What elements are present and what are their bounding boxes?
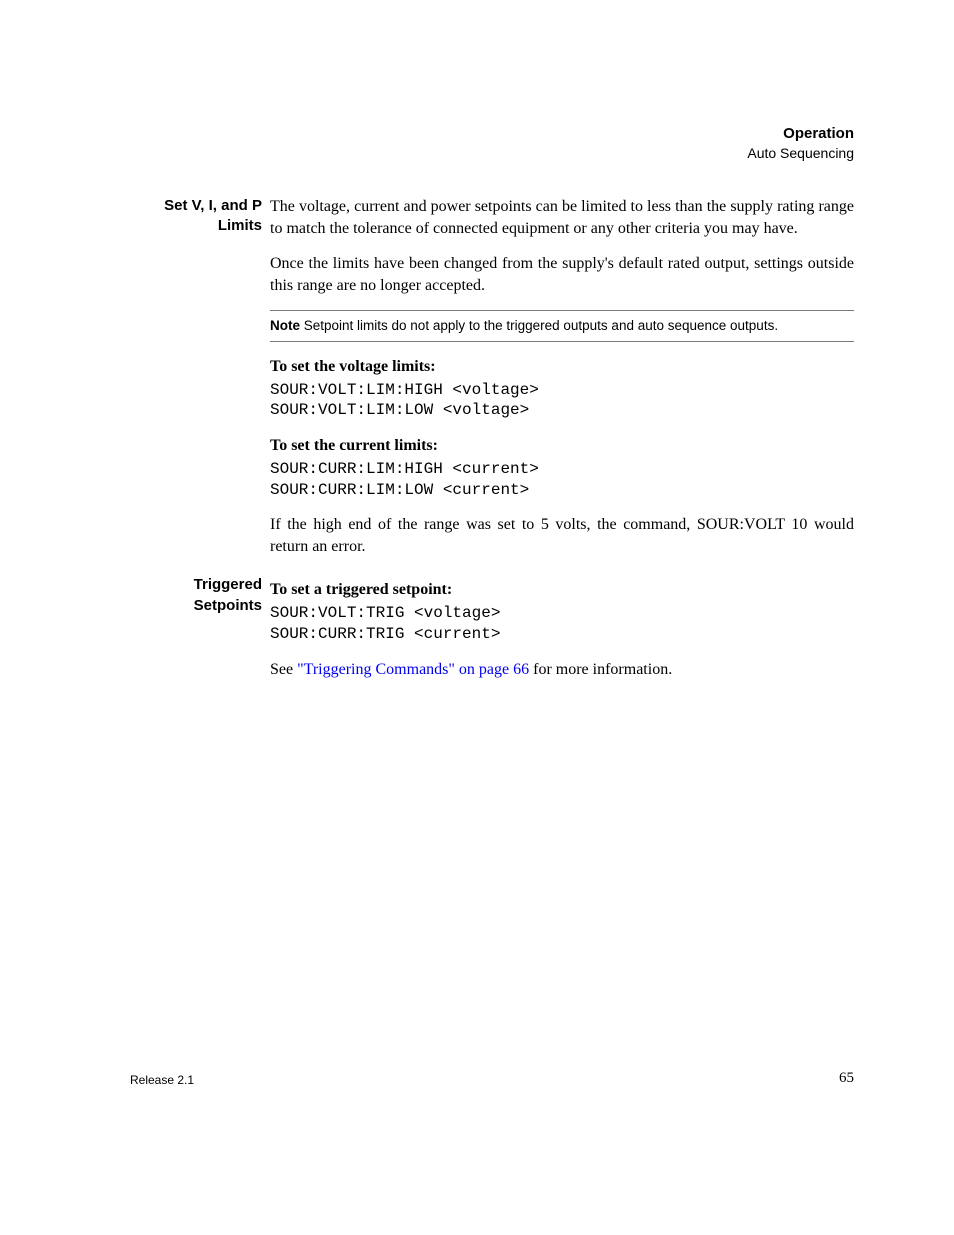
label-text: Set V, I, and P <box>164 197 262 214</box>
section-limits: Set V, I, and P Limits The voltage, curr… <box>130 196 854 571</box>
label-text: Limits <box>218 217 262 234</box>
note-label: Note <box>270 318 300 333</box>
cross-reference-link[interactable]: "Triggering Commands" on page 66 <box>297 661 529 678</box>
text-run: for more information. <box>529 661 672 678</box>
text-run: See <box>270 661 297 678</box>
subheading: To set the current limits: <box>270 435 854 457</box>
section-triggered-body: To set a triggered setpoint: SOUR:VOLT:T… <box>270 575 854 694</box>
footer-page-number: 65 <box>839 1070 854 1087</box>
header-subtitle: Auto Sequencing <box>747 145 854 162</box>
footer-release: Release 2.1 <box>130 1073 194 1087</box>
section-triggered: Triggered Setpoints To set a triggered s… <box>130 575 854 694</box>
running-header: Operation Auto Sequencing <box>747 125 854 162</box>
subheading: To set a triggered setpoint: <box>270 579 854 601</box>
section-triggered-label: Triggered Setpoints <box>130 575 270 616</box>
paragraph: The voltage, current and power setpoints… <box>270 196 854 239</box>
paragraph: Once the limits have been changed from t… <box>270 253 854 296</box>
header-title: Operation <box>747 125 854 143</box>
note-text: Setpoint limits do not apply to the trig… <box>300 318 778 333</box>
section-limits-label: Set V, I, and P Limits <box>130 196 270 237</box>
note-block: Note Setpoint limits do not apply to the… <box>270 310 854 342</box>
section-limits-body: The voltage, current and power setpoints… <box>270 196 854 571</box>
paragraph: If the high end of the range was set to … <box>270 514 854 557</box>
label-text: Setpoints <box>194 597 262 614</box>
paragraph: See "Triggering Commands" on page 66 for… <box>270 659 854 681</box>
content-area: Set V, I, and P Limits The voltage, curr… <box>130 196 854 694</box>
label-text: Triggered <box>194 576 262 593</box>
code-block: SOUR:VOLT:LIM:HIGH <voltage> SOUR:VOLT:L… <box>270 380 854 422</box>
code-block: SOUR:VOLT:TRIG <voltage> SOUR:CURR:TRIG … <box>270 603 854 645</box>
code-block: SOUR:CURR:LIM:HIGH <current> SOUR:CURR:L… <box>270 459 854 501</box>
subheading: To set the voltage limits: <box>270 356 854 378</box>
page: Operation Auto Sequencing Set V, I, and … <box>0 0 954 1235</box>
